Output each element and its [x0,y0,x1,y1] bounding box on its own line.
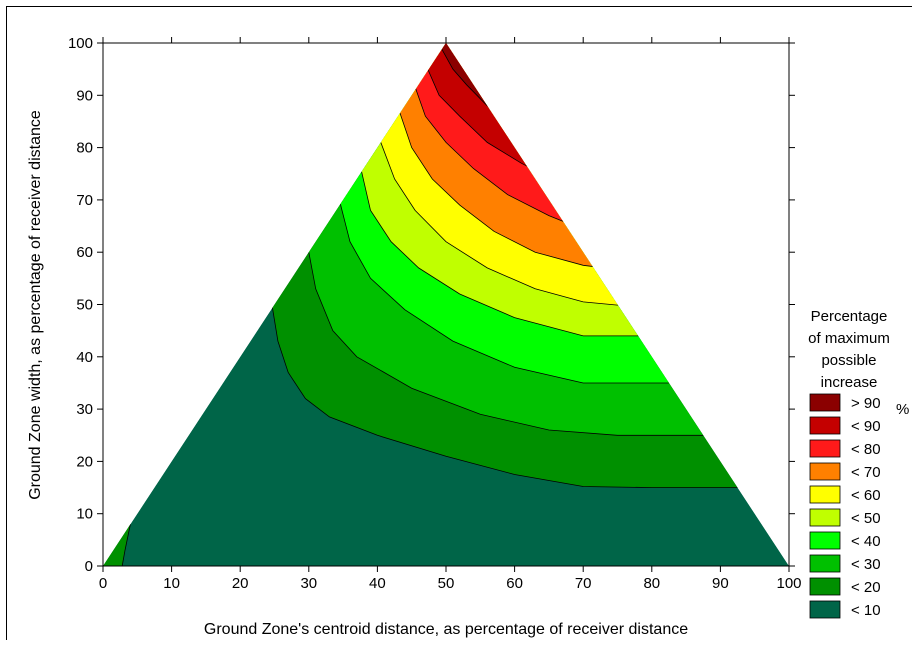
contour-band-50 [175,43,789,308]
contour-line-20 [308,252,704,436]
legend-title-line: increase [821,374,878,391]
y-tick-label: 20 [76,453,93,470]
legend-swatch [809,416,841,435]
x-tick-label: 90 [712,575,729,592]
y-tick-label: 100 [68,35,93,52]
legend-label: > 90 [851,395,881,412]
y-tick-label: 70 [76,192,93,209]
legend-label: < 40 [851,533,881,550]
y-tick-label: 40 [76,349,93,366]
legend-label: < 90 [851,418,881,435]
x-tick-label: 10 [163,575,180,592]
y-tick-label: 50 [76,297,93,314]
contour-band-90 [236,43,789,164]
y-tick-label: 10 [76,506,93,523]
legend-swatch [809,531,841,550]
x-axis-title: Ground Zone's centroid distance, as perc… [204,621,688,638]
legend-swatch [809,508,841,527]
legend-title-line: Percentage [811,308,888,325]
chart-frame [6,6,912,640]
legend: Percentage of maximum possible increase … [808,308,909,619]
legend-swatch [809,554,841,573]
legend-title-line: of maximum [808,330,890,347]
tick-labels: 0 10 20 30 40 50 60 70 80 90 100 0 10 20 30 40 50 60 70 80 9… [68,35,802,592]
contour-line-10 [272,307,738,489]
x-tick-label: 70 [575,575,592,592]
contour-line-40 [361,171,652,337]
legend-title-line: possible [821,352,876,369]
contour-band-80 [222,43,789,200]
axes [97,37,795,572]
y-axis-title: Ground Zone width, as percentage of rece… [27,110,44,500]
legend-swatch [809,462,841,481]
x-tick-label: 50 [438,575,455,592]
legend-swatch [809,485,841,504]
x-tick-label: 0 [99,575,107,592]
contour-fills [103,43,789,566]
contour-line-30 [340,204,669,384]
legend-label: < 50 [851,510,881,527]
x-tick-label: 60 [506,575,523,592]
x-tick-label: 30 [300,575,317,592]
x-tick-label: 40 [369,575,386,592]
legend-swatch [809,600,841,619]
x-tick-label: 100 [776,575,801,592]
contour-band-70 [210,43,789,240]
y-tick-label: 80 [76,140,93,157]
legend-unit: % [896,401,909,418]
contour-line-70 [415,88,608,240]
legend-swatch [809,439,841,458]
contour-line-60 [399,112,621,271]
legend-label: < 80 [851,441,881,458]
contour-line-10 [121,524,131,566]
y-tick-label: 60 [76,244,93,261]
contour-band-60 [194,43,789,270]
legend-label: < 70 [851,464,881,481]
legend-entries: > 90 < 90 < 80 < 70 < 60 < 50 < 40 < 30 < 20 < 10 [809,393,881,619]
legend-label: < 30 [851,556,881,573]
y-tick-label: 90 [76,87,93,104]
x-tick-label: 20 [232,575,249,592]
y-tick-label: 0 [85,558,93,575]
x-tick-label: 80 [643,575,660,592]
legend-label: < 10 [851,602,881,619]
legend-label: < 60 [851,487,881,504]
legend-label: < 20 [851,579,881,596]
contour-line-50 [380,142,639,308]
y-tick-label: 30 [76,401,93,418]
contour-band-corner [103,43,131,566]
legend-swatch [809,393,841,412]
legend-swatch [809,577,841,596]
